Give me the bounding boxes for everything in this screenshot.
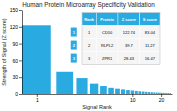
table-cell [82, 52, 96, 65]
table-header: Protein [100, 17, 114, 22]
y-tick-mark [19, 60, 22, 61]
table-text: 3 [88, 56, 91, 61]
table-text: CD10 [102, 30, 113, 35]
y-tick: 30 [12, 74, 22, 80]
table-header-cell [118, 13, 140, 26]
table-text: RLPL2 [101, 43, 114, 48]
y-tick-mark [19, 10, 22, 11]
table-text: 28.43 [124, 56, 135, 61]
bar [158, 93, 160, 94]
bar [22, 25, 51, 94]
y-tick-mark [19, 44, 22, 45]
x-tick-label: 20 [159, 97, 165, 103]
title: Human Protein Microarray Specificity Val… [22, 1, 155, 9]
table-header-cell [96, 13, 118, 26]
bar [126, 90, 130, 94]
bar [164, 93, 166, 94]
row-marker [71, 41, 77, 50]
bar [90, 84, 98, 94]
table-cell [96, 26, 118, 39]
y-tick-mark [19, 27, 22, 28]
y-tick-label: 0 [15, 91, 18, 97]
row-marker-label: 3 [73, 56, 76, 61]
bar [145, 92, 147, 94]
bar [135, 91, 138, 94]
table-cell [96, 39, 118, 52]
bar [142, 92, 145, 94]
table-border [82, 13, 160, 65]
bar [153, 92, 155, 94]
x-axis: 1 10 20 [23, 94, 173, 103]
table-cell [118, 52, 140, 65]
row-marker-label: 2 [73, 43, 76, 48]
table-header: S score [143, 17, 158, 22]
bars [22, 25, 171, 94]
table-text: 83.04 [145, 30, 156, 35]
y-tick-label: 90 [12, 41, 18, 47]
bar [148, 92, 150, 94]
table-cell [118, 39, 140, 52]
table-text: 16.47 [145, 56, 156, 61]
x-tick-label: 10 [130, 97, 136, 103]
table-cell [96, 52, 118, 65]
bar [100, 86, 107, 94]
table-text: 122.74 [123, 30, 136, 35]
y-tick-label: 60 [12, 58, 18, 64]
y-tick: 0 [15, 91, 22, 97]
y-tick: 90 [12, 41, 22, 47]
row-marker-label: 1 [73, 30, 76, 35]
x-tick-label: 1 [36, 97, 39, 103]
row-marker [71, 28, 77, 37]
bar [139, 91, 142, 94]
bar [76, 78, 87, 94]
y-axis: 0 30 60 90 120 150 [10, 7, 23, 97]
bar [168, 93, 169, 94]
bar [151, 92, 153, 94]
y-tick: 120 [10, 24, 22, 30]
table-text: 39.7 [125, 43, 134, 48]
table-cell [140, 39, 160, 52]
table-cell [140, 26, 160, 39]
table-text: 11.27 [145, 43, 155, 48]
y-tick-mark [19, 94, 22, 95]
y-axis-line [22, 11, 23, 95]
x-tick: 1 [36, 94, 39, 103]
bar [166, 93, 167, 94]
table-header-cell [82, 13, 96, 26]
y-tick: 60 [12, 58, 22, 64]
bar [121, 89, 125, 94]
table-text: 2 [88, 43, 91, 48]
chart: 1 10 20 0 30 60 90 120 150 Rank Protein Z score S sc… [0, 0, 177, 111]
x-tick: 20 [159, 94, 165, 103]
table-text: ZPR1 [102, 56, 113, 61]
table-cell [82, 39, 96, 52]
table-header: Z score [122, 17, 137, 22]
y-tick-mark [19, 77, 22, 78]
x-tick: 10 [130, 94, 136, 103]
table-text: 1 [88, 30, 91, 35]
table-header: Rank [84, 17, 95, 22]
bar [56, 72, 73, 94]
x-label: Signal Rank [82, 104, 112, 110]
table-header-cell [140, 13, 160, 26]
table-cell [82, 26, 96, 39]
bar [162, 93, 164, 94]
bar [160, 93, 162, 94]
y-label: Strength of Signal (Z score) [1, 18, 7, 85]
plot: 1 10 20 0 30 60 90 120 150 Rank Protein Z score S sc… [10, 7, 173, 102]
table: Rank Protein Z score S score 1 CD10 122.74 83.0… [71, 13, 160, 65]
row-marker [71, 54, 77, 63]
y-tick-label: 120 [10, 24, 19, 30]
bar [108, 88, 114, 94]
y-tick-label: 30 [12, 74, 18, 80]
x-axis-line [23, 94, 173, 95]
y-tick-label: 150 [10, 7, 19, 13]
bar [131, 90, 134, 94]
bar [115, 89, 120, 94]
table-cell [118, 26, 140, 39]
bar [170, 93, 171, 94]
table-cell [140, 52, 160, 65]
y-tick: 150 [10, 7, 22, 13]
bar [156, 92, 158, 94]
